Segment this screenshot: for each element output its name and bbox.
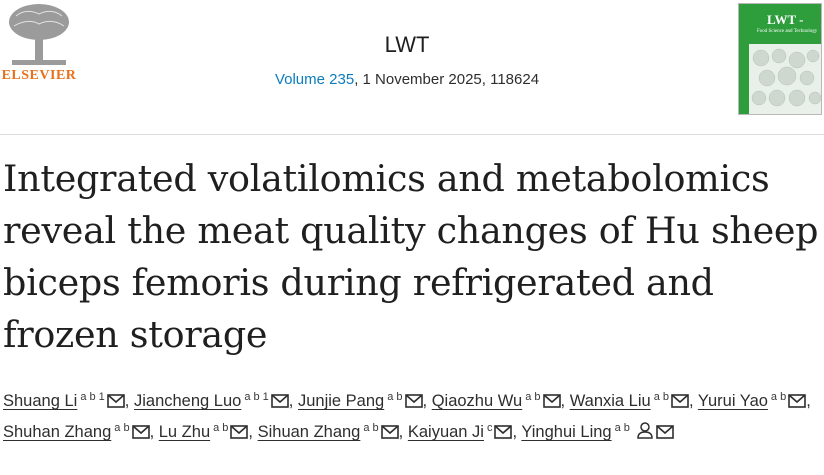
title-line: biceps femoris during refrigerated and bbox=[3, 261, 714, 304]
author[interactable]: Sihuan Zhang a b, bbox=[257, 422, 404, 442]
author[interactable]: Wanxia Liu a b, bbox=[569, 391, 694, 411]
author[interactable]: Yurui Yao a b, bbox=[697, 391, 811, 411]
separator: , bbox=[806, 392, 811, 410]
title-line: reveal the meat quality changes of Hu sh… bbox=[3, 209, 819, 252]
author-affiliations: a b 1 bbox=[80, 391, 105, 403]
journal-cover[interactable]: LWT - Food Science and Technology bbox=[738, 3, 822, 115]
email-icon[interactable] bbox=[380, 425, 399, 439]
author[interactable]: Lu Zhu a b, bbox=[158, 422, 254, 442]
author[interactable]: Jiancheng Luo a b 1, bbox=[133, 391, 294, 411]
title-line: Integrated volatilomics and metabolomics bbox=[3, 157, 770, 200]
journal-name[interactable]: LWT bbox=[384, 32, 430, 57]
author-name[interactable]: Wanxia Liu bbox=[569, 392, 651, 410]
separator: , bbox=[288, 392, 294, 410]
separator: , bbox=[398, 423, 404, 441]
author-name[interactable]: Kaiyuan Ji bbox=[407, 423, 484, 441]
separator: , bbox=[689, 392, 694, 410]
publisher-name: ELSEVIER bbox=[1, 68, 77, 83]
author[interactable]: Kaiyuan Ji c, bbox=[407, 422, 518, 442]
volume-link[interactable]: Volume 235 bbox=[274, 71, 355, 88]
author[interactable]: Yinghui Ling a b bbox=[521, 422, 675, 441]
title-line: frozen storage bbox=[3, 313, 268, 356]
author-name[interactable]: Junjie Pang bbox=[297, 392, 385, 410]
author-affiliations: a b 1 bbox=[244, 391, 269, 403]
author-name[interactable]: Sihuan Zhang bbox=[257, 423, 361, 441]
author-name[interactable]: Shuhan Zhang bbox=[3, 423, 112, 441]
author-affiliations: a b bbox=[363, 422, 379, 434]
author-list: Shuang Li a b 1, Jiancheng Luo a b 1, Junj… bbox=[3, 386, 818, 448]
author-name[interactable]: Yurui Yao bbox=[697, 392, 768, 410]
cover-subtitle: Food Science and Technology bbox=[757, 29, 818, 34]
publisher-logo bbox=[9, 4, 69, 65]
author-affiliations: a b bbox=[525, 391, 541, 403]
author[interactable]: Junjie Pang a b, bbox=[297, 391, 428, 411]
separator: , bbox=[560, 392, 566, 410]
journal-info: Volume 235, 1 November 2025, 118624 bbox=[0, 71, 814, 88]
article-title: Integrated volatilomics and metabolomics… bbox=[3, 153, 819, 361]
author-name[interactable]: Shuang Li bbox=[3, 392, 78, 410]
separator: , bbox=[422, 392, 428, 410]
email-icon[interactable] bbox=[131, 425, 150, 439]
author-affiliations: a b bbox=[213, 422, 229, 434]
author-name[interactable]: Yinghui Ling bbox=[521, 423, 612, 441]
author-affiliations: a b bbox=[114, 422, 130, 434]
email-icon[interactable] bbox=[230, 425, 249, 439]
corresponding-icon[interactable] bbox=[636, 422, 654, 439]
divider bbox=[0, 134, 824, 135]
author[interactable]: Qiaozhu Wu a b, bbox=[431, 391, 566, 411]
email-icon[interactable] bbox=[788, 394, 807, 408]
author-affiliations: c bbox=[486, 422, 493, 434]
email-icon[interactable] bbox=[542, 394, 561, 408]
author-affiliations: a b bbox=[387, 391, 403, 403]
author-name[interactable]: Qiaozhu Wu bbox=[431, 392, 523, 410]
author-name[interactable]: Jiancheng Luo bbox=[133, 392, 242, 410]
author-name[interactable]: Lu Zhu bbox=[158, 423, 211, 441]
author[interactable]: Shuang Li a b 1, bbox=[3, 391, 130, 411]
author-affiliations: a b bbox=[653, 391, 669, 403]
email-icon[interactable] bbox=[656, 425, 675, 439]
email-icon[interactable] bbox=[270, 394, 289, 408]
email-icon[interactable] bbox=[106, 394, 125, 408]
separator: , bbox=[149, 423, 155, 441]
cover-title: LWT - bbox=[767, 12, 804, 27]
cover-image bbox=[749, 44, 821, 114]
author-affiliations: a b bbox=[770, 391, 787, 403]
issue-info: , 1 November 2025, 118624 bbox=[354, 71, 540, 88]
separator: , bbox=[512, 423, 518, 441]
author-affiliations: a b bbox=[614, 422, 630, 434]
separator: , bbox=[248, 423, 254, 441]
email-icon[interactable] bbox=[494, 425, 513, 439]
email-icon[interactable] bbox=[671, 394, 689, 408]
author[interactable]: Shuhan Zhang a b, bbox=[3, 422, 155, 442]
separator: , bbox=[124, 392, 130, 410]
email-icon[interactable] bbox=[404, 394, 423, 408]
